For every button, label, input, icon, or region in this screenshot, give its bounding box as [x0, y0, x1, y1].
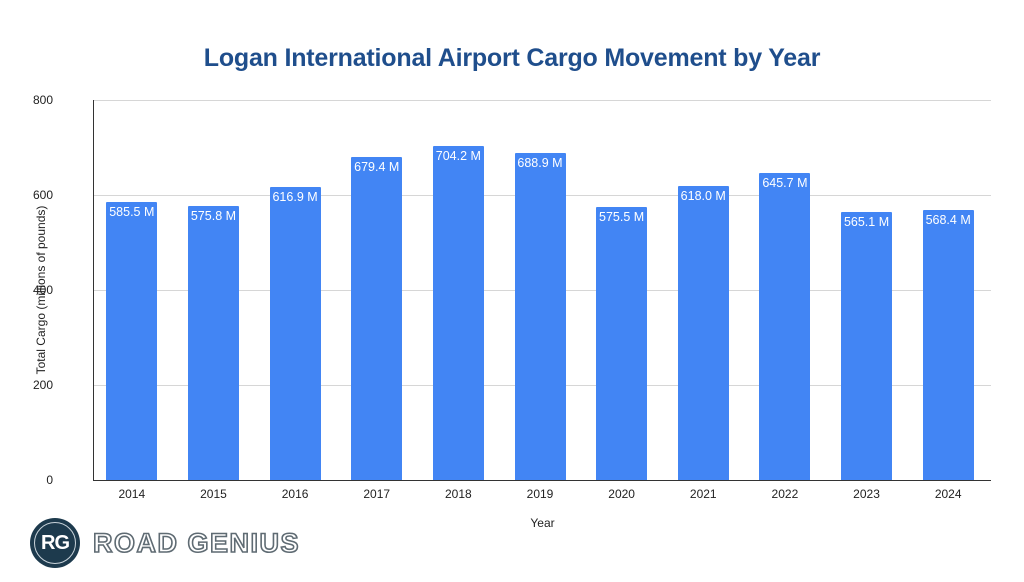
y-axis-line: [93, 100, 94, 481]
x-tick: 2014: [118, 487, 146, 501]
x-axis-label: Year: [530, 516, 555, 530]
bar-2015: 575.8 M: [187, 206, 239, 480]
bar-data-label: 585.5 M: [109, 204, 155, 219]
gridline-800: [93, 100, 991, 101]
bar-data-label: 616.9 M: [272, 189, 318, 204]
x-tick: 2020: [608, 487, 635, 501]
x-tick: 2019: [526, 487, 554, 501]
logo-wordmark: ROAD GENIUS: [92, 527, 301, 559]
x-tick: 2024: [934, 487, 962, 501]
road-genius-logo: RG ROAD GENIUS: [30, 517, 300, 569]
y-tick: 200: [32, 378, 53, 392]
bar-data-label: 688.9 M: [517, 155, 563, 170]
logo-badge-icon: RG: [30, 518, 80, 568]
bar-data-label: 575.8 M: [190, 209, 237, 224]
bar-2022: 645.7 M: [759, 173, 811, 480]
bar-2014: 585.5 M: [106, 201, 158, 480]
bar-data-label: 618.0 M: [680, 189, 726, 204]
x-tick: 2015: [200, 487, 227, 501]
x-tick: 2016: [281, 487, 309, 501]
x-tick: 2023: [853, 487, 880, 501]
bar-2023: 565.1 M: [841, 211, 893, 480]
logo-badge-text: RG: [41, 531, 70, 554]
x-tick: 2017: [363, 487, 391, 501]
x-axis-line: [93, 480, 991, 481]
y-tick: 600: [32, 188, 53, 202]
bar-2020: 575.5 M: [596, 206, 648, 480]
bar-2018: 704.2 M: [432, 145, 484, 480]
bar-2017: 679.4 M: [351, 157, 403, 480]
bar-2024: 568.4 M: [922, 210, 974, 480]
bar-data-label: 679.4 M: [354, 160, 400, 175]
bar-data-label: 575.5 M: [599, 209, 645, 224]
bar-data-label: 645.7 M: [762, 176, 808, 191]
bar-data-label: 704.2 M: [435, 148, 481, 163]
y-tick: 800: [32, 93, 53, 107]
x-tick: 2022: [771, 487, 799, 501]
x-tick: 2018: [445, 487, 472, 501]
bar-2019: 688.9 M: [514, 152, 566, 480]
bar-data-label: 565.1 M: [843, 214, 890, 229]
bar-data-label: 568.4 M: [925, 213, 971, 227]
bar-2016: 616.9 M: [269, 186, 321, 480]
chart-title: Logan International Airport Cargo Moveme…: [203, 44, 821, 72]
y-tick: 0: [46, 473, 53, 487]
x-tick: 2021: [689, 487, 717, 501]
bar-2021: 618.0 M: [677, 186, 729, 480]
plot-area: 800 600 400 200 0 585.5 M 575.8 M 616.9 M 6…: [33, 93, 991, 501]
y-tick: 400: [32, 283, 53, 297]
